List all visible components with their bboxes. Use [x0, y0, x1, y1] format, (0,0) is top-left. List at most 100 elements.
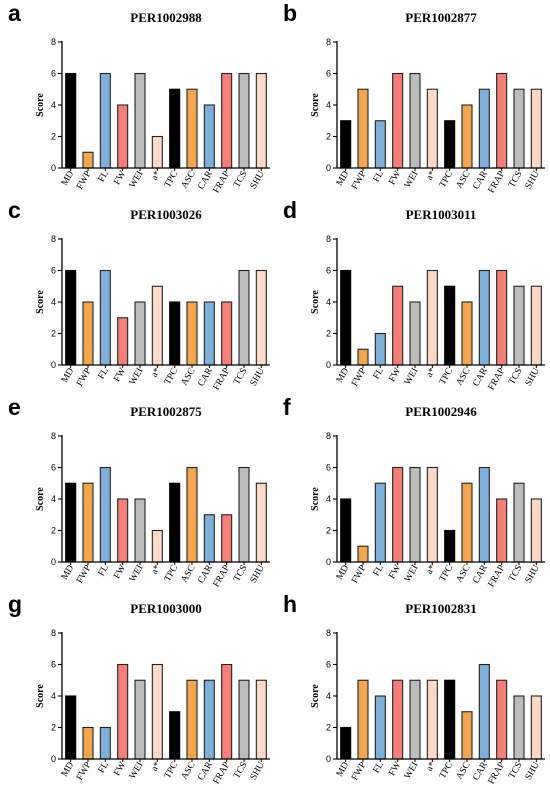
- x-tick-label: FW: [387, 366, 403, 383]
- bar-asc: [186, 679, 198, 760]
- x-tick-label: WEI: [403, 170, 421, 191]
- panel-letter: g: [8, 591, 23, 617]
- panel-letter: c: [8, 197, 21, 223]
- bar-tcs: [513, 285, 525, 366]
- y-tick-label: 6: [326, 463, 331, 473]
- bar-a-star: [426, 88, 438, 169]
- bar-fwp: [82, 301, 94, 366]
- y-tick-label: 8: [326, 37, 331, 47]
- bar-shu: [255, 482, 267, 563]
- x-tick-label: MD: [60, 760, 76, 778]
- x-tick-label: WEI: [128, 367, 146, 388]
- y-tick-label: 4: [326, 100, 331, 110]
- chart-title: PER1002875: [130, 404, 202, 419]
- y-tick-label: 6: [326, 266, 331, 276]
- bar-fw: [117, 663, 129, 760]
- bar-a-star: [151, 529, 163, 563]
- bar-asc: [186, 466, 198, 563]
- x-tick-label: TCS: [232, 367, 249, 387]
- y-tick-label: 0: [51, 360, 56, 370]
- bar-md: [65, 269, 77, 366]
- bar-md: [340, 498, 352, 563]
- bar-frap: [221, 72, 233, 169]
- x-tick-label: SHU: [524, 169, 542, 191]
- y-tick-label: 0: [326, 754, 331, 764]
- x-tick-label: WEI: [403, 761, 421, 782]
- x-tick-label: FW: [112, 366, 128, 383]
- x-tick-label: FWP: [75, 761, 93, 783]
- x-tick-label: FRAP: [487, 367, 508, 393]
- bar-a-star: [151, 135, 163, 169]
- x-tick-label: FL: [97, 563, 111, 578]
- x-tick-label: SHU: [249, 760, 267, 782]
- x-tick-label: a*: [425, 366, 438, 379]
- y-tick-label: 6: [51, 463, 56, 473]
- chart-title: PER1002946: [405, 404, 477, 419]
- y-tick-label: 4: [51, 494, 56, 504]
- bar-fl: [99, 269, 111, 366]
- chart-panel-g: g PER1003000 0 2 4 6 8 Score MD FWP FL FW WEI a* TPC AS…: [0, 591, 275, 788]
- y-axis-label: Score: [35, 684, 46, 708]
- bar-wei: [409, 466, 421, 563]
- x-tick-label: SHU: [249, 563, 267, 585]
- x-tick-label: SHU: [524, 760, 542, 782]
- bar-fwp: [82, 151, 94, 169]
- bar-md: [65, 695, 77, 760]
- bar-car: [478, 269, 490, 366]
- x-tick-label: ASC: [180, 761, 198, 782]
- x-tick-label: a*: [425, 563, 438, 576]
- bar-tcs: [238, 269, 250, 366]
- y-tick-label: 2: [326, 526, 331, 536]
- bar-asc: [461, 301, 473, 366]
- panel-letter: f: [283, 394, 291, 420]
- x-tick-label: a*: [150, 563, 163, 576]
- x-tick-label: ASC: [455, 761, 473, 782]
- y-tick-label: 6: [51, 69, 56, 79]
- x-tick-label: MD: [60, 169, 76, 187]
- bar-fl: [374, 695, 386, 760]
- y-axis-label: Score: [35, 487, 46, 511]
- y-tick-label: 6: [51, 660, 56, 670]
- x-tick-label: WEI: [128, 170, 146, 191]
- bar-tcs: [513, 695, 525, 760]
- bar-a-star: [151, 285, 163, 366]
- panel-letter: b: [283, 0, 298, 26]
- bar-md: [340, 269, 352, 366]
- y-tick-label: 2: [51, 723, 56, 733]
- chart-panel-h: h PER1002831 0 2 4 6 8 Score MD FWP FL FW WEI a* TPC AS…: [275, 591, 550, 788]
- x-tick-label: FW: [387, 169, 403, 186]
- y-tick-label: 2: [326, 132, 331, 142]
- bar-md: [65, 482, 77, 563]
- bar-tpc: [169, 301, 181, 366]
- bar-md: [65, 72, 77, 169]
- x-tick-label: a*: [150, 760, 163, 773]
- bar-tcs: [238, 466, 250, 563]
- chart-panel-c: c PER1003026 0 2 4 6 8 Score MD FWP FL FW WEI a* TPC AS…: [0, 197, 275, 394]
- x-tick-label: WEI: [403, 367, 421, 388]
- bar-fw: [117, 104, 129, 169]
- x-tick-label: FL: [372, 760, 386, 775]
- x-tick-label: MD: [335, 366, 351, 384]
- x-tick-label: FL: [372, 366, 386, 381]
- y-tick-label: 4: [326, 297, 331, 307]
- y-axis-label: Score: [310, 290, 321, 314]
- bar-a-star: [426, 679, 438, 760]
- bar-shu: [255, 269, 267, 366]
- y-tick-label: 8: [326, 431, 331, 441]
- y-tick-label: 4: [51, 691, 56, 701]
- y-tick-label: 2: [51, 526, 56, 536]
- y-tick-label: 4: [51, 100, 56, 110]
- bar-frap: [496, 498, 508, 563]
- y-tick-label: 2: [326, 329, 331, 339]
- bar-fwp: [357, 88, 369, 169]
- x-tick-label: FRAP: [487, 761, 508, 787]
- x-tick-label: FWP: [75, 170, 93, 192]
- x-tick-label: TCS: [232, 170, 249, 190]
- y-tick-label: 8: [51, 628, 56, 638]
- x-tick-label: FL: [97, 366, 111, 381]
- y-tick-label: 6: [51, 266, 56, 276]
- x-tick-label: FRAP: [212, 170, 233, 196]
- x-tick-label: a*: [425, 169, 438, 182]
